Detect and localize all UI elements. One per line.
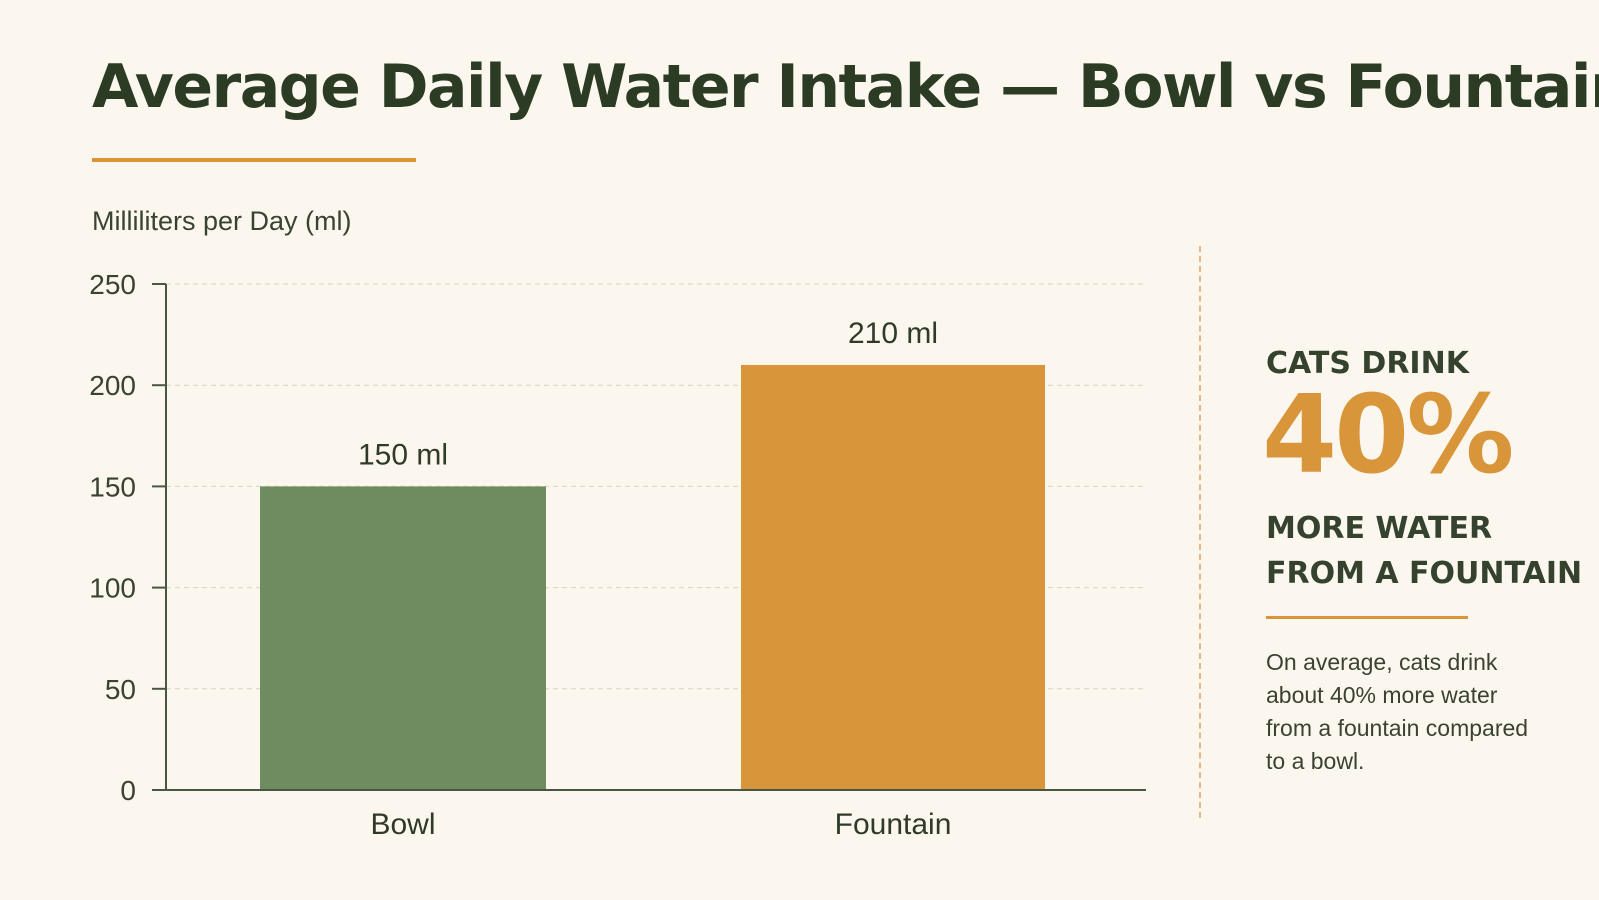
y-axis-label: Milliliters per Day (ml) bbox=[92, 206, 352, 236]
callout-divider bbox=[1266, 616, 1468, 619]
data-label: 150 ml bbox=[358, 438, 448, 471]
callout-note: On average, cats drink about 40% more wa… bbox=[1266, 649, 1529, 774]
bar-bowl bbox=[260, 486, 546, 790]
y-tick-label: 150 bbox=[89, 471, 136, 502]
y-tick-label: 250 bbox=[89, 269, 136, 300]
panel-divider bbox=[1199, 246, 1201, 818]
title-underline bbox=[92, 158, 416, 162]
callout-lead: CATS DRINK bbox=[1266, 346, 1469, 381]
x-tick-label: Bowl bbox=[370, 808, 435, 841]
chart-title: Average Daily Water Intake — Bowl vs Fou… bbox=[92, 52, 1599, 122]
y-tick-label: 200 bbox=[89, 370, 136, 401]
data-label: 210 ml bbox=[848, 317, 938, 350]
y-tick-label: 0 bbox=[120, 775, 136, 806]
bar-fountain bbox=[741, 364, 1045, 790]
y-tick-label: 50 bbox=[105, 674, 136, 705]
y-tick-label: 100 bbox=[89, 573, 136, 604]
callout-tail: MORE WATER FROM A FOUNTAIN bbox=[1266, 511, 1583, 591]
callout-percentage: 40% bbox=[1262, 373, 1515, 498]
x-tick-label: Fountain bbox=[835, 808, 952, 841]
